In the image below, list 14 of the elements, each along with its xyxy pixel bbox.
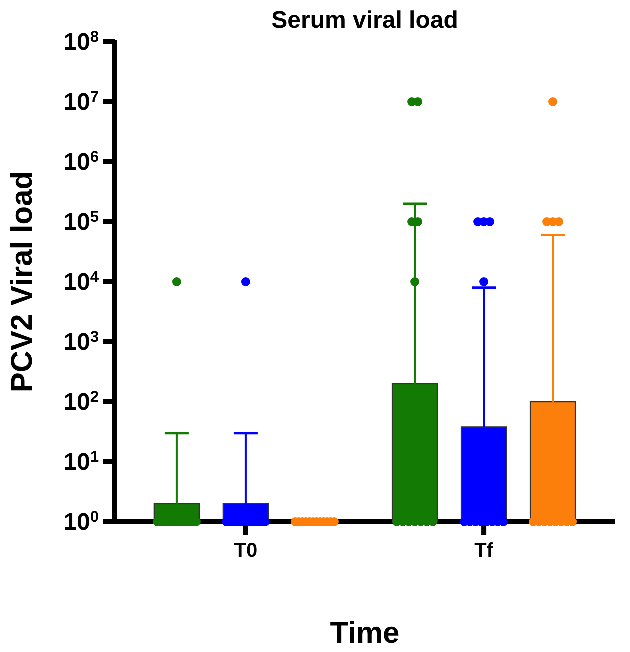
y-tick-label: 10$^{8}$	[64, 28, 100, 56]
y-axis-title: PCV2 Viral load	[6, 171, 39, 393]
y-tick-label: 10$^{4}$	[64, 268, 100, 296]
y-tick-label: 10$^{3}$	[64, 328, 100, 356]
y-tick-label: 10$^{7}$	[64, 88, 99, 116]
y-tick-label: 10$^{2}$	[64, 388, 100, 416]
y-tick-label: 10$^{5}$	[64, 208, 100, 236]
y-tick-label: 10$^{6}$	[64, 148, 100, 176]
x-axis-title: Time	[330, 617, 400, 650]
x-tick-label: T0	[234, 540, 258, 562]
y-tick-label: 10$^{1}$	[64, 448, 100, 476]
x-tick-label: Tf	[474, 540, 494, 562]
y-tick-label: 10$^{0}$	[64, 508, 100, 536]
chart-title: Serum viral load	[272, 7, 458, 34]
